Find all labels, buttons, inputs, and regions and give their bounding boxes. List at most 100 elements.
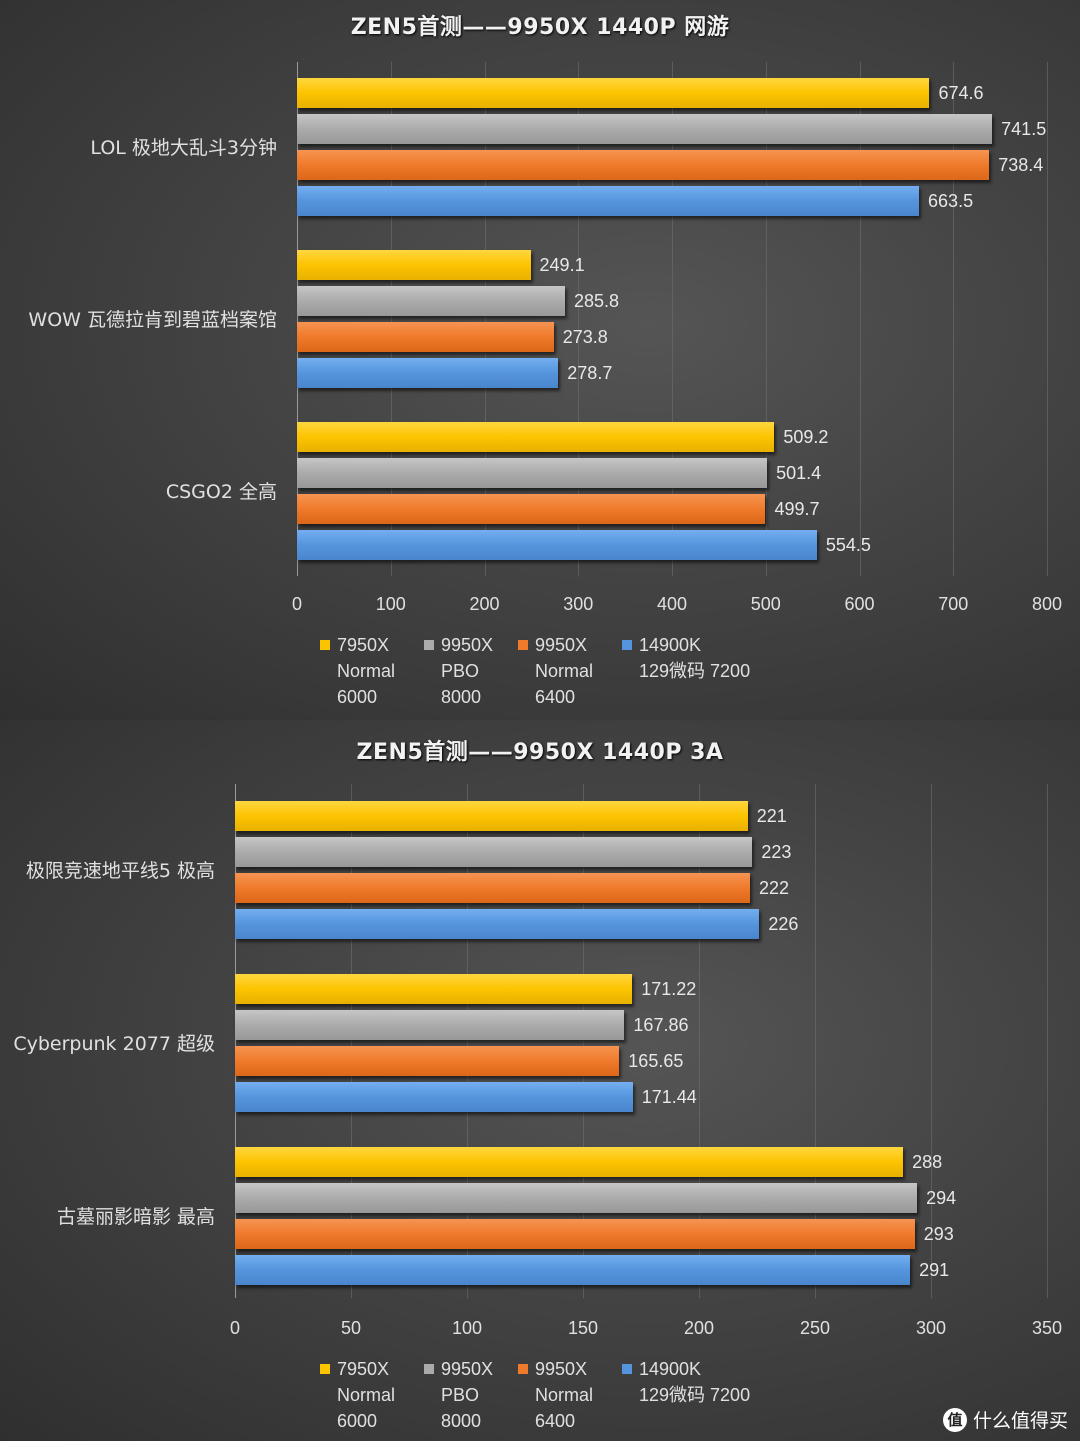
value-label: 165.65 <box>628 1051 684 1071</box>
x-tick-label: 700 <box>938 594 969 614</box>
value-label: 288 <box>912 1152 943 1172</box>
legend: 7950X Normal 6000 9950X PBO 8000 9950X Nor… <box>320 1356 920 1436</box>
value-label: 171.44 <box>641 1087 697 1107</box>
bar <box>235 1219 915 1249</box>
legend-swatch-icon <box>518 1364 528 1374</box>
bar <box>297 358 559 388</box>
gridline <box>484 62 486 576</box>
smzdm-logo-icon: 值 <box>942 1407 967 1432</box>
x-tick-label: 800 <box>1031 594 1063 614</box>
bar <box>297 78 930 108</box>
bar <box>235 1082 633 1112</box>
gridline <box>953 62 955 576</box>
bar <box>297 530 817 560</box>
gridline <box>859 62 861 576</box>
x-tick-label: 200 <box>683 1318 715 1338</box>
value-label: 171.22 <box>641 979 697 999</box>
value-label: 674.6 <box>938 83 984 103</box>
gridline <box>672 62 673 576</box>
legend-label: 14900K 129微码 7200 <box>639 635 751 681</box>
x-tick-label: 50 <box>340 1318 362 1338</box>
x-tick-label: 500 <box>750 594 781 614</box>
gridline <box>699 784 700 1298</box>
gridline <box>583 784 584 1298</box>
value-label: 285.8 <box>573 291 619 311</box>
bar <box>235 1255 911 1285</box>
value-label: 226 <box>768 914 799 934</box>
bar <box>297 322 554 352</box>
value-label: 222 <box>759 878 790 898</box>
value-label: 741.5 <box>1001 119 1047 139</box>
value-label: 294 <box>926 1188 957 1208</box>
legend-swatch-icon <box>320 640 330 650</box>
category-label: LOL 极地大乱斗3分钟 <box>90 137 277 159</box>
gridline <box>931 784 932 1298</box>
value-label: 501.4 <box>776 463 822 483</box>
gridline <box>578 62 580 576</box>
x-tick-label: 600 <box>844 594 875 614</box>
value-label: 663.5 <box>928 191 974 211</box>
gridline <box>1047 62 1048 576</box>
legend-swatch-icon <box>424 1364 434 1374</box>
bar <box>235 1046 620 1076</box>
legend-label: 7950X Normal 6000 <box>337 1359 396 1431</box>
value-label: 738.4 <box>998 155 1044 175</box>
bar <box>235 1010 625 1040</box>
bar <box>297 114 993 144</box>
bar <box>235 909 760 939</box>
legend-label: 9950X Normal 6400 <box>535 635 594 707</box>
legend-swatch-icon <box>518 640 528 650</box>
watermark: 值 什么值得买 <box>942 1406 1068 1433</box>
legend: 7950X Normal 6000 9950X PBO 8000 9950X Nor… <box>320 632 920 712</box>
bar <box>235 801 748 831</box>
legend-swatch-icon <box>320 1364 330 1374</box>
bar <box>297 150 990 180</box>
x-tick-label: 0 <box>229 1318 241 1338</box>
chart-title: ZEN5首测——9950X 1440P 3A <box>356 740 724 765</box>
x-tick-label: 300 <box>915 1318 947 1338</box>
bar <box>297 250 531 280</box>
category-label: Cyberpunk 2077 超级 <box>13 1033 215 1055</box>
bar <box>235 873 751 903</box>
plot-area: 221 223 222 226 171.22 167.86 165.65 171.44 288 2… <box>235 784 1048 1298</box>
legend-label: 9950X Normal 6400 <box>535 1359 594 1431</box>
bar <box>235 1183 918 1213</box>
x-tick-label: 200 <box>469 594 500 614</box>
value-label: 499.7 <box>774 499 820 519</box>
bar <box>235 1147 904 1177</box>
bar <box>297 458 768 488</box>
legend-label: 7950X Normal 6000 <box>337 635 396 707</box>
legend-swatch-icon <box>622 1364 632 1374</box>
value-label: 293 <box>923 1224 954 1244</box>
bar <box>235 837 753 867</box>
category-label: CSGO2 全高 <box>165 481 277 503</box>
x-tick-label: 350 <box>1031 1318 1063 1338</box>
value-label: 249.1 <box>539 255 585 275</box>
bar <box>297 286 565 316</box>
value-label: 291 <box>919 1260 950 1280</box>
x-tick-label: 0 <box>291 594 303 614</box>
value-label: 223 <box>761 842 792 862</box>
legend-swatch-icon <box>424 640 434 650</box>
x-tick-label: 150 <box>567 1318 599 1338</box>
value-label: 278.7 <box>567 363 613 383</box>
y-axis-line <box>297 62 298 576</box>
bar <box>297 494 766 524</box>
bar <box>297 186 920 216</box>
category-label: 古墓丽影暗影 最高 <box>56 1206 215 1228</box>
x-tick-label: 250 <box>799 1318 831 1338</box>
chart-title: ZEN5首测——9950X 1440P 网游 <box>350 15 730 40</box>
chart-aaa-games: ZEN5首测——9950X 1440P 3A 221 223 222 226 171.2… <box>0 720 1080 1441</box>
gridline <box>390 62 392 576</box>
watermark-text: 什么值得买 <box>972 1410 1068 1432</box>
legend-label: 9950X PBO 8000 <box>441 635 494 707</box>
legend-label: 9950X PBO 8000 <box>441 1359 494 1431</box>
plot-area: 674.6 741.5 738.4 663.5 249.1 285.8 273.8 278.7… <box>297 62 1048 576</box>
value-label: 273.8 <box>562 327 608 347</box>
category-label: 极限竞速地平线5 极高 <box>25 860 215 882</box>
gridline <box>467 784 468 1298</box>
legend-swatch-icon <box>622 640 632 650</box>
gridline <box>351 784 352 1298</box>
x-tick-label: 100 <box>375 594 406 614</box>
legend-label: 14900K 129微码 7200 <box>639 1359 751 1405</box>
